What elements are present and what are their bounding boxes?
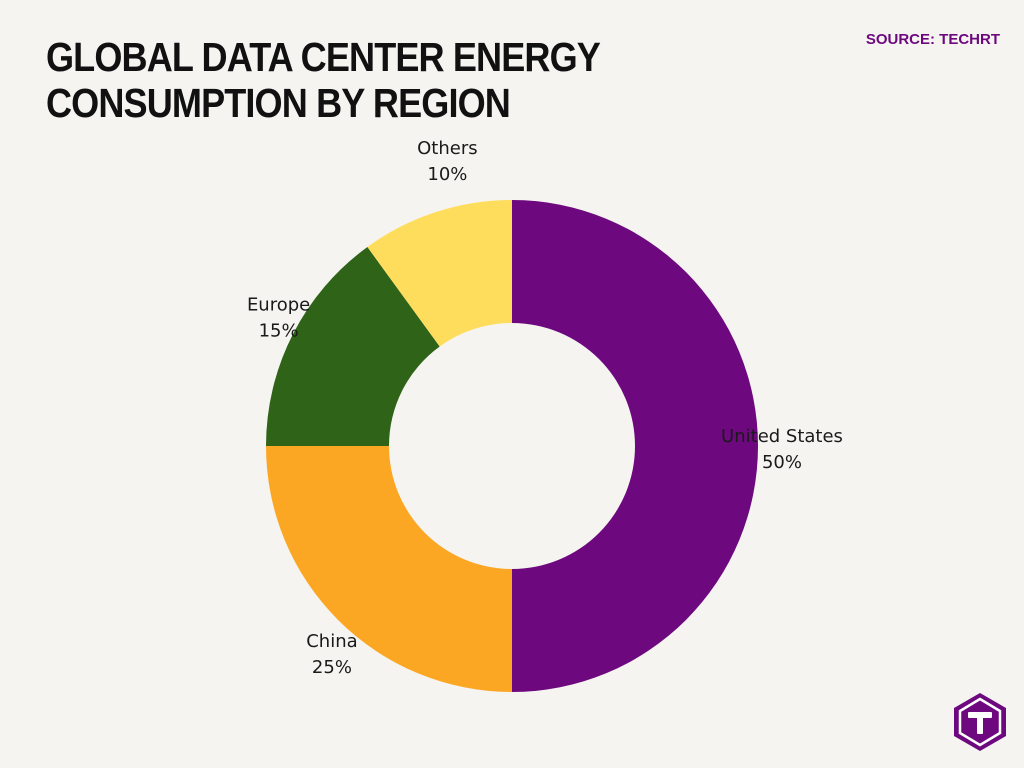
slice-united-states xyxy=(512,200,758,692)
slice-others xyxy=(367,200,512,347)
slice-label-united-states: United States 50% xyxy=(721,426,843,473)
slice-name-label: Others xyxy=(417,138,478,159)
slice-name-label: United States xyxy=(721,426,843,447)
slice-label-others: Others 10% xyxy=(417,138,478,185)
chart-title: GLOBAL DATA CENTER ENERGY CONSUMPTION BY… xyxy=(46,34,600,126)
slice-value-label: 15% xyxy=(259,320,299,341)
slice-name-label: Europe xyxy=(247,294,310,315)
slice-value-label: 25% xyxy=(312,657,352,678)
techrt-t-logo-icon xyxy=(949,691,1011,757)
slice-europe xyxy=(266,246,440,446)
slice-china xyxy=(266,446,512,692)
slice-label-europe: Europe 15% xyxy=(247,294,310,341)
slice-label-china: China 25% xyxy=(306,631,357,678)
slice-name-label: China xyxy=(306,631,357,652)
slice-value-label: 50% xyxy=(762,452,802,473)
slice-value-label: 10% xyxy=(427,164,467,185)
source-label: SOURCE: TECHRT xyxy=(865,31,1000,48)
